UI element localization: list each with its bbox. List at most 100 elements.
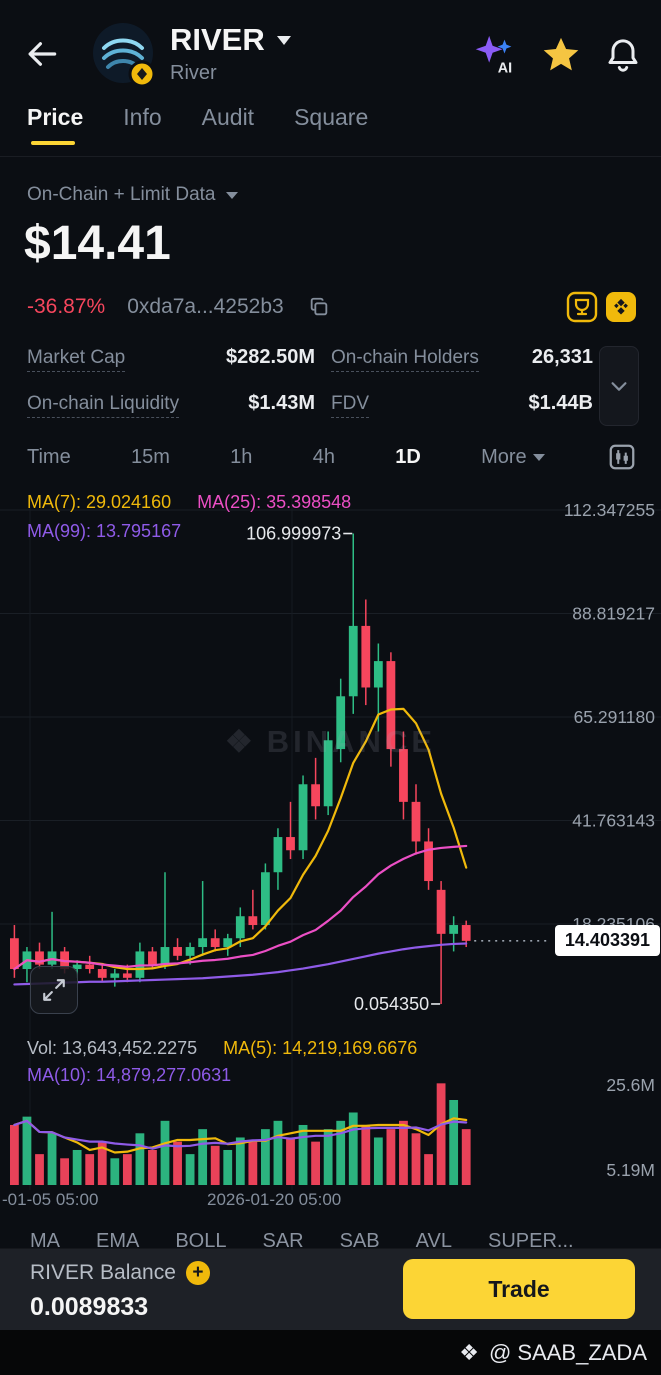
svg-text:106.999973: 106.999973 <box>246 524 341 544</box>
more-caret-icon <box>532 453 545 461</box>
back-arrow-icon <box>28 42 57 66</box>
data-source-dropdown[interactable]: On-Chain + Limit Data <box>27 184 238 206</box>
bnb-chain-icon <box>606 292 636 322</box>
interval-1h[interactable]: 1h <box>230 445 253 468</box>
data-source-label: On-Chain + Limit Data <box>27 184 216 205</box>
interval-bar: Time 15m 1h 4h 1D More <box>27 440 639 474</box>
indicator-ma[interactable]: MA <box>30 1230 60 1247</box>
balance-label: RIVER Balance <box>30 1261 176 1284</box>
indicator-avl[interactable]: AVL <box>416 1230 452 1247</box>
price-ma-legend-row1: MA(7): 29.024160 MA(25): 35.398548 <box>27 492 351 513</box>
interval-1d[interactable]: 1D <box>395 445 421 468</box>
add-balance-button[interactable]: + <box>185 1261 210 1285</box>
x-axis-label-2: 2026-01-20 05:00 <box>207 1190 342 1209</box>
ai-assistant-button[interactable]: AI <box>468 30 518 80</box>
indicator-sab[interactable]: SAB <box>340 1230 380 1247</box>
token-logo <box>92 22 158 88</box>
volume-legend-row1: Vol: 13,643,452.2275 MA(5): 14,219,169.6… <box>27 1038 417 1059</box>
token-caret-down-icon <box>276 35 291 45</box>
token-selector[interactable]: RIVER <box>170 22 291 58</box>
stat-label[interactable]: On-chain Holders <box>331 347 479 372</box>
stat-onchain-liquidity: On-chain Liquidity $1.43M <box>27 392 315 418</box>
binance-watermark-text: BINANCE <box>266 724 437 759</box>
binance-logo-icon: ❖ <box>459 1339 479 1365</box>
volume-legend-row2: MA(10): 14,879,277.0631 <box>27 1065 231 1086</box>
indicator-super[interactable]: SUPER... <box>488 1230 574 1247</box>
ai-sparkle-icon: AI <box>475 35 512 76</box>
tab-price[interactable]: Price <box>27 104 83 145</box>
interval-more[interactable]: More <box>481 446 545 469</box>
bnb-chain-badge-button[interactable] <box>604 290 638 324</box>
notifications-button[interactable] <box>600 32 646 78</box>
price-ma-legend-row2: MA(99): 13.795167 <box>27 521 181 542</box>
interval-4h[interactable]: 4h <box>312 445 335 468</box>
trade-button[interactable]: Trade <box>403 1259 635 1319</box>
ma99-legend: MA(99): 13.795167 <box>27 521 182 541</box>
launchpool-badge-button[interactable] <box>565 290 599 324</box>
expand-icon <box>43 979 65 1001</box>
svg-text:25.6M: 25.6M <box>606 1075 655 1095</box>
contract-address: 0xda7a...4252b3 <box>127 295 284 318</box>
more-label: More <box>481 445 527 468</box>
x-axis-label-1: -01-05 05:00 <box>2 1190 99 1209</box>
launchpool-icon <box>566 291 598 323</box>
creator-handle: @ SAAB_ZADA <box>488 1339 647 1365</box>
indicator-selector-row: MA EMA BOLL SAR SAB AVL SUPER... VOL <box>30 1230 630 1247</box>
change-contract-row: -36.87% 0xda7a...4252b3 <box>27 294 332 320</box>
price-change: -36.87% <box>27 295 106 318</box>
svg-text:88.819217: 88.819217 <box>572 604 655 624</box>
tab-audit[interactable]: Audit <box>202 104 254 145</box>
vol-ma10-legend: MA(10): 14,879,277.0631 <box>27 1065 232 1085</box>
balance-value: 0.0089833 <box>30 1293 149 1321</box>
current-price: $14.41 <box>24 217 171 270</box>
bell-icon <box>608 39 638 72</box>
svg-text:112.347255: 112.347255 <box>564 500 655 520</box>
tab-square[interactable]: Square <box>294 104 368 145</box>
river-logo-icon <box>93 23 156 88</box>
candlestick-chart[interactable]: 106.999973 0.054350 112.347255 88.819217 65.… <box>0 480 661 1215</box>
svg-text:0.054350: 0.054350 <box>354 994 429 1014</box>
token-name: RIVER <box>170 22 265 57</box>
favorite-button[interactable] <box>538 32 584 78</box>
fullscreen-chart-button[interactable] <box>30 966 78 1014</box>
ma25-legend: MA(25): 35.398548 <box>197 492 352 512</box>
svg-text:AI: AI <box>498 60 512 76</box>
bottom-action-sheet: RIVER Balance + 0.0089833 Trade <box>0 1248 661 1330</box>
stat-label[interactable]: Market Cap <box>27 347 126 372</box>
chart-settings-button[interactable] <box>605 440 639 474</box>
chevron-down-icon <box>611 382 627 391</box>
interval-15m[interactable]: 15m <box>130 445 170 468</box>
last-price-tag: 14.403391 <box>554 925 660 956</box>
tab-info[interactable]: Info <box>123 104 161 145</box>
stat-market-cap: Market Cap $282.50M <box>27 346 315 372</box>
ma7-legend: MA(7): 29.024160 <box>27 492 172 512</box>
interval-time[interactable]: Time <box>27 445 71 468</box>
indicator-boll[interactable]: BOLL <box>175 1230 226 1247</box>
indicator-sar[interactable]: SAR <box>263 1230 304 1247</box>
stat-label[interactable]: FDV <box>331 393 369 418</box>
token-subtitle: River <box>170 62 217 84</box>
svg-text:5.19M: 5.19M <box>606 1160 655 1180</box>
back-button[interactable] <box>20 32 64 76</box>
binance-diamond-icon: ❖ <box>224 724 257 759</box>
vol-legend: Vol: 13,643,452.2275 <box>27 1038 198 1058</box>
chart-settings-icon <box>609 444 635 470</box>
data-source-caret-icon <box>225 191 238 199</box>
tabs-divider <box>0 156 661 157</box>
stat-label[interactable]: On-chain Liquidity <box>27 393 180 418</box>
market-stats: Market Cap $282.50M On-chain Holders 26,… <box>27 346 593 418</box>
indicator-ema[interactable]: EMA <box>96 1230 139 1247</box>
copy-address-button[interactable] <box>306 294 332 320</box>
svg-text:41.763143: 41.763143 <box>572 811 655 831</box>
expand-stats-button[interactable] <box>599 346 639 426</box>
tab-bar: Price Info Audit Square <box>27 104 368 145</box>
stat-value: 26,331 <box>531 346 593 368</box>
stat-value: $1.43M <box>248 392 315 414</box>
stat-fdv: FDV $1.44B <box>331 392 593 418</box>
balance-row: RIVER Balance + <box>30 1261 210 1285</box>
svg-text:65.291180: 65.291180 <box>574 707 656 727</box>
vol-ma5-legend: MA(5): 14,219,169.6676 <box>223 1038 418 1058</box>
stat-value: $282.50M <box>226 346 315 368</box>
creator-watermark-strip: ❖ @ SAAB_ZADA <box>0 1330 661 1375</box>
